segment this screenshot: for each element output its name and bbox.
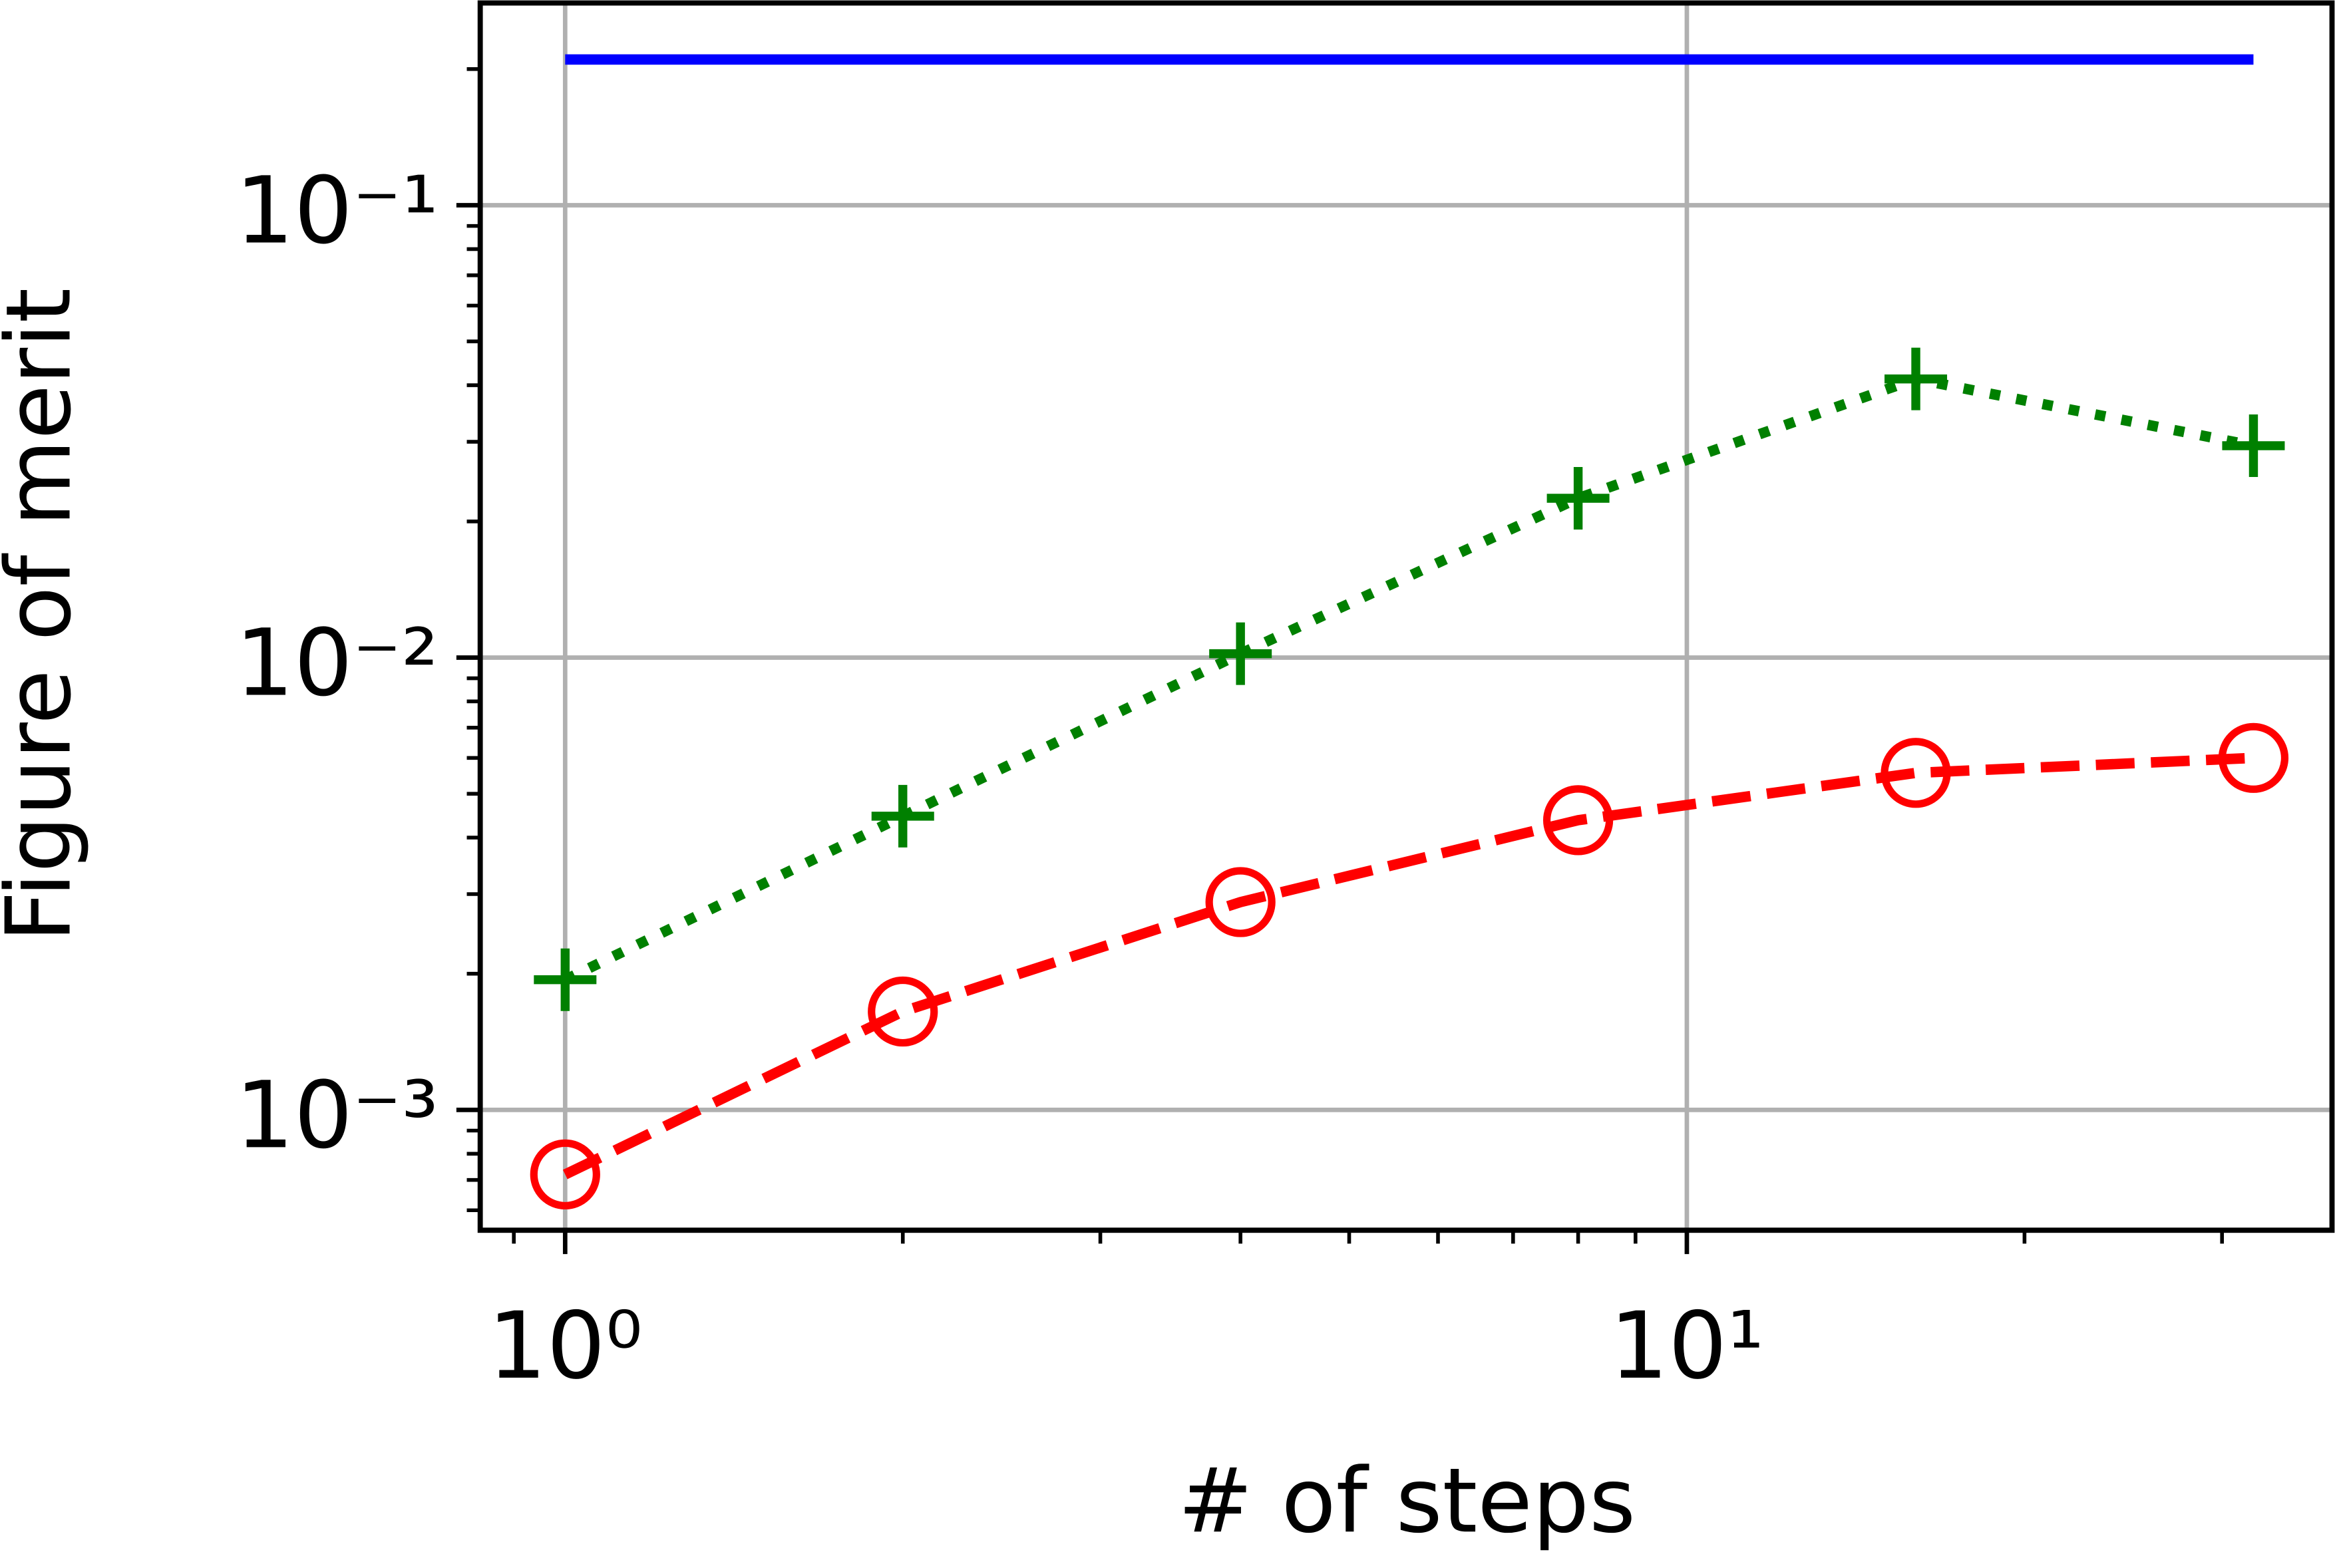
- plot-frame: [477, 0, 2335, 1233]
- series-line: [562, 373, 2254, 985]
- y-tick-label: 10⁻³: [235, 1061, 439, 1169]
- series-line: [562, 752, 2254, 1179]
- y-tick-label: 10⁻¹: [235, 157, 439, 265]
- y-tick-label: 10⁻²: [235, 609, 439, 716]
- marker: [871, 784, 934, 848]
- marker: [530, 1139, 600, 1210]
- marker: [2218, 722, 2289, 793]
- marker: [1209, 622, 1272, 685]
- marker: [1881, 738, 1951, 808]
- x-axis-label: # of steps: [1178, 1448, 1636, 1553]
- y-axis-label: Figure of merit: [0, 288, 91, 943]
- marker: [1542, 785, 1614, 856]
- marker: [2222, 414, 2285, 478]
- marker: [534, 948, 597, 1011]
- marker: [1205, 867, 1276, 937]
- marker: [1546, 466, 1610, 530]
- marker: [1885, 347, 1948, 410]
- marker: [868, 976, 938, 1047]
- x-tick-label: 10⁰: [488, 1292, 642, 1400]
- x-tick-label: 10¹: [1610, 1292, 1764, 1400]
